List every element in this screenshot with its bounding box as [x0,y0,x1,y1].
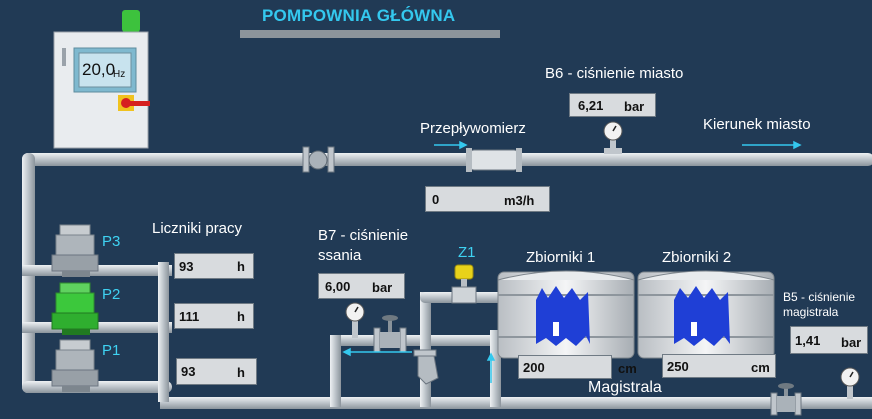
tank-2-level-box[interactable]: 250 cm [662,354,776,378]
counter-p1-unit: h [237,365,245,380]
direction-label: Kierunek miasto [703,116,811,133]
counter-p2-box[interactable]: 111 h [174,303,254,329]
control-cabinet [53,10,150,149]
main-line-label: Magistrala [588,379,662,396]
tank-1 [497,270,635,359]
valve-main [770,383,802,416]
b7-value-box[interactable]: 6,00 bar [318,273,405,299]
tank-1-label: Zbiorniki 1 [526,249,596,266]
pipe-city [22,153,872,166]
flowmeter-unit: m3/h [504,193,535,208]
counter-p3-value: 93 [179,259,194,274]
valve-city [302,146,335,173]
gauge-b5 [840,367,860,399]
b7-unit: bar [372,280,393,295]
tank-2-level: 250 [667,359,689,374]
title-underline [240,30,500,38]
inverter-display[interactable]: 20,0 Hz [80,54,130,86]
valve-z1-label[interactable]: Z1 [458,244,476,261]
pump-p2-label[interactable]: P2 [102,286,121,303]
valve-z1 [451,264,477,304]
b5-label-line2: magistrala [783,305,839,319]
b7-label-line1: B7 - ciśnienie [318,227,409,244]
b7-value: 6,00 [325,279,351,294]
gauge-b7 [345,302,365,338]
counter-p1-box[interactable]: 93 h [176,358,257,385]
b6-unit: bar [624,99,645,114]
b5-value-box[interactable]: 1,41 bar [790,326,868,354]
b6-value-box[interactable]: 6,21 bar [569,93,656,117]
flowmeter [466,148,522,172]
tank-1-level-box[interactable]: 200 [518,355,612,379]
flowmeter-label: Przepływomierz [420,120,526,137]
counter-p3-box[interactable]: 93 h [174,253,254,279]
pump-p2-graphic [51,282,99,335]
counters-title: Liczniki pracy [152,220,243,237]
tank-2-label: Zbiorniki 2 [662,249,732,266]
counter-p2-unit: h [237,309,245,324]
pump-p3-graphic [51,224,99,277]
gauge-b6 [603,121,623,154]
b6-label: B6 - ciśnienie miasto [545,65,684,82]
pump-p1-label[interactable]: P1 [102,342,121,359]
flow-arrows [342,140,802,383]
pump-p3-label[interactable]: P3 [102,233,121,250]
b5-label-line1: B5 - ciśnienie [783,290,856,304]
counter-p2-value: 111 [179,309,200,324]
inverter-value: 20,0 [82,60,116,79]
valve-suction [373,315,407,353]
tank-2 [637,270,775,359]
page-title: POMPOWNIA GŁÓWNA [262,6,456,25]
tank-1-unit: cm [618,361,637,376]
flowmeter-value-box[interactable]: 0 m3/h [425,186,550,212]
tank-2-unit: cm [751,360,770,375]
strainer [413,349,439,385]
tank-1-level: 200 [523,360,545,375]
inverter-unit: Hz [113,69,126,80]
counter-p3-unit: h [237,259,245,274]
flowmeter-value: 0 [432,192,440,207]
pump-p1-graphic [51,339,99,392]
b5-value: 1,41 [795,333,821,348]
counter-p1-value: 93 [181,364,196,379]
b5-unit: bar [841,335,862,350]
b7-label-line2: ssania [318,247,362,264]
b6-value: 6,21 [578,98,604,113]
pipe-main-bottom [160,397,872,409]
